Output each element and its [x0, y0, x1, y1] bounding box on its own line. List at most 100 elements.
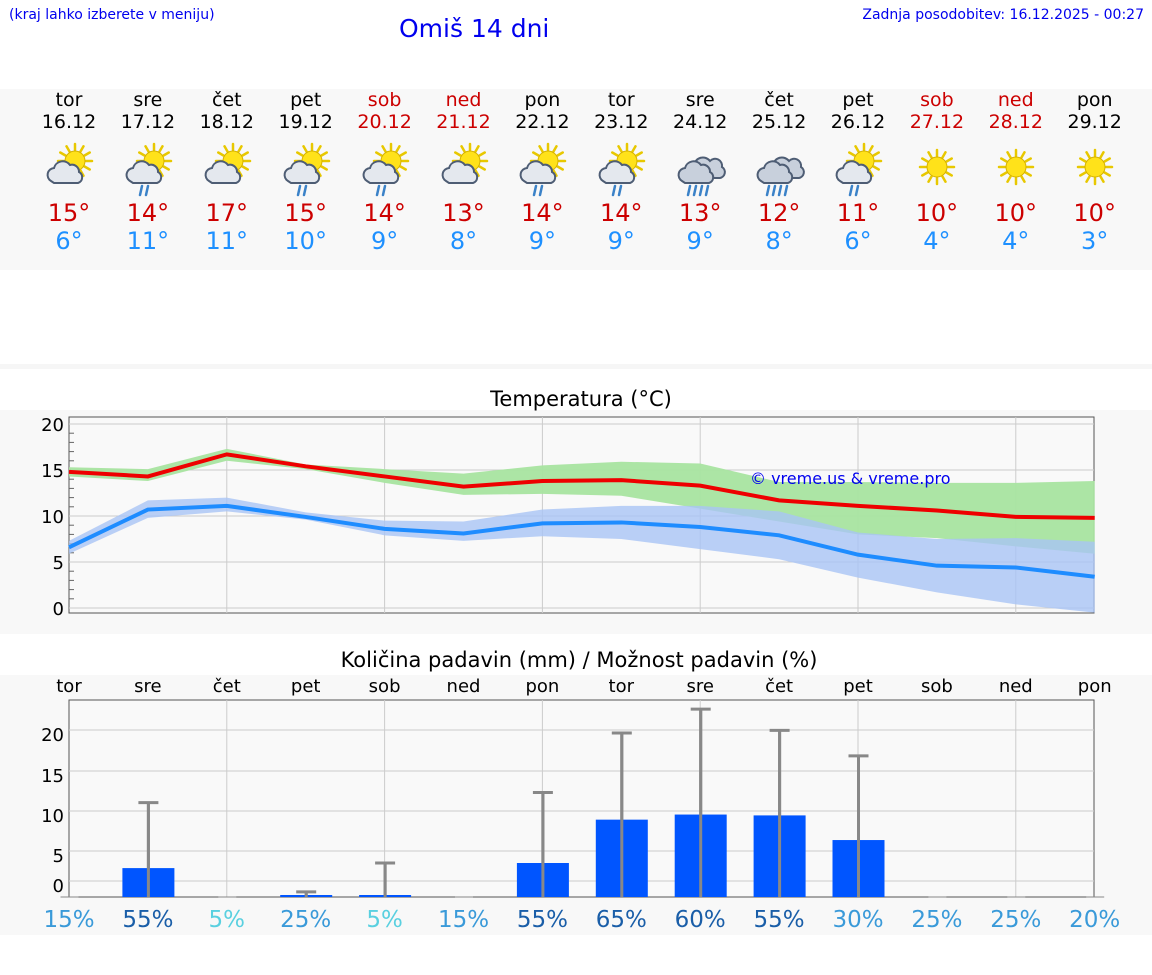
precip-probability: 5%	[209, 907, 246, 933]
day-axis-label: sre	[134, 676, 161, 697]
max-temp: 13°	[442, 199, 485, 227]
min-temp: 6°	[844, 227, 872, 255]
min-temp: 9°	[607, 227, 635, 255]
precip-probability: 30%	[832, 907, 883, 933]
min-temp: 11°	[126, 227, 170, 255]
sun-cloud-rain-icon	[125, 142, 173, 197]
day-column: tor 23.12 14° 9°	[581, 89, 661, 255]
day-name: sob	[920, 89, 954, 111]
y-tick-label: 5	[53, 846, 64, 867]
precip-probability: 65%	[596, 907, 647, 933]
sun-cloud-icon	[46, 142, 94, 184]
day-date: 21.12	[436, 111, 491, 133]
cloud-rain-icon	[677, 156, 726, 197]
sun-cloud-rain-icon	[283, 142, 330, 197]
min-temp: 11°	[205, 227, 249, 255]
day-date: 22.12	[515, 111, 570, 133]
precip-probability: 55%	[122, 907, 173, 933]
precip-probability: 20%	[1069, 907, 1120, 933]
min-temp: 8°	[765, 227, 793, 255]
max-temp: 15°	[284, 199, 327, 227]
day-column: sob 20.12 14° 9°	[345, 89, 425, 255]
max-temp: 11°	[836, 199, 880, 227]
day-name: sre	[133, 89, 163, 111]
sun-cloud-rain-icon	[362, 142, 409, 197]
day-axis-label: sre	[686, 676, 713, 697]
day-name: pet	[842, 89, 874, 111]
max-temp: 17°	[205, 199, 249, 227]
day-axis-label: pet	[291, 676, 321, 697]
day-axis-label: sob	[369, 676, 401, 697]
min-temp-line	[68, 503, 1095, 579]
last-update: Zadnja posodobitev: 16.12.2025 - 00:27	[862, 7, 1144, 23]
sun-cloud-rain-icon	[835, 142, 883, 197]
y-tick-label: 20	[41, 415, 64, 436]
day-column: ned 21.12 13° 8°	[424, 89, 504, 255]
day-column: pon 22.12 14° 9°	[502, 89, 582, 255]
day-axis-label: ned	[999, 676, 1033, 697]
max-temp: 10°	[915, 199, 959, 227]
day-date: 16.12	[41, 111, 97, 133]
precipitation-chart-title: Količina padavin (mm) / Možnost padavin …	[340, 648, 818, 672]
sun-icon	[997, 148, 1035, 186]
y-tick-label: 0	[53, 599, 64, 620]
precip-probability: 55%	[754, 907, 805, 933]
y-tick-label: 0	[53, 876, 64, 897]
y-tick-label: 10	[41, 507, 64, 528]
min-temp: 10°	[284, 227, 327, 255]
precipitation-chart: tor sre čet pet sob ned pon tor sre čet pet sob ned p…	[41, 676, 1120, 933]
day-name: ned	[445, 89, 482, 111]
day-column: pet 26.12 11° 6°	[818, 89, 898, 255]
day-column: čet 25.12 12° 8°	[739, 89, 819, 255]
temperature-chart: 0 5 10 15 20 © vreme.us & vreme.pro	[41, 415, 1095, 620]
y-tick-label: 20	[41, 725, 64, 746]
day-date: 27.12	[909, 111, 965, 133]
sun-cloud-icon	[204, 142, 252, 184]
min-temp: 9°	[370, 227, 399, 255]
day-name: sre	[685, 89, 715, 111]
day-date: 19.12	[278, 111, 333, 133]
day-name: tor	[607, 89, 635, 111]
min-temp: 9°	[528, 227, 557, 255]
max-temp: 10°	[1073, 199, 1116, 227]
max-temp: 14°	[363, 199, 406, 227]
day-column: tor 16.12 15° 6°	[29, 89, 109, 255]
day-date: 18.12	[199, 111, 254, 133]
day-column: čet 18.12 17° 11°	[187, 89, 267, 255]
day-column: sob 27.12 10° 4°	[897, 89, 977, 255]
y-tick-label: 15	[41, 461, 64, 482]
min-temp: 6°	[55, 227, 83, 255]
precip-probability: 60%	[675, 907, 726, 933]
day-column: sre 17.12 14° 11°	[108, 89, 188, 255]
max-temp-line	[68, 452, 1095, 520]
page-title: Omiš 14 dni	[399, 14, 550, 43]
day-name: sob	[367, 89, 402, 111]
y-tick-label: 10	[41, 806, 64, 827]
day-axis-label: pet	[843, 676, 873, 697]
day-name: ned	[997, 89, 1034, 111]
precip-probability: 5%	[366, 907, 403, 933]
day-date: 29.12	[1067, 111, 1122, 133]
day-axis-label: čet	[765, 676, 793, 697]
sun-cloud-icon	[441, 142, 488, 184]
precip-probability: 15%	[438, 907, 489, 933]
day-date: 17.12	[120, 111, 176, 133]
day-date: 20.12	[357, 111, 412, 133]
day-name: tor	[55, 89, 83, 111]
precip-probability: 15%	[43, 907, 94, 933]
min-temp: 3°	[1081, 227, 1109, 255]
day-axis-label: pon	[1078, 676, 1112, 697]
precip-probability: 25%	[280, 907, 331, 933]
day-date: 25.12	[751, 111, 807, 133]
day-axis-label: ned	[447, 676, 481, 697]
watermark: © vreme.us & vreme.pro	[750, 469, 951, 488]
day-name: pet	[290, 89, 322, 111]
day-date: 26.12	[830, 111, 886, 133]
location-hint: (kraj lahko izberete v meniju)	[9, 7, 215, 23]
day-axis-label: čet	[213, 676, 241, 697]
day-name: čet	[764, 89, 794, 111]
day-axis-label: tor	[56, 676, 82, 697]
max-temp: 13°	[678, 199, 722, 227]
sun-icon	[1076, 148, 1113, 186]
forecast-strip-bg	[0, 89, 1152, 270]
